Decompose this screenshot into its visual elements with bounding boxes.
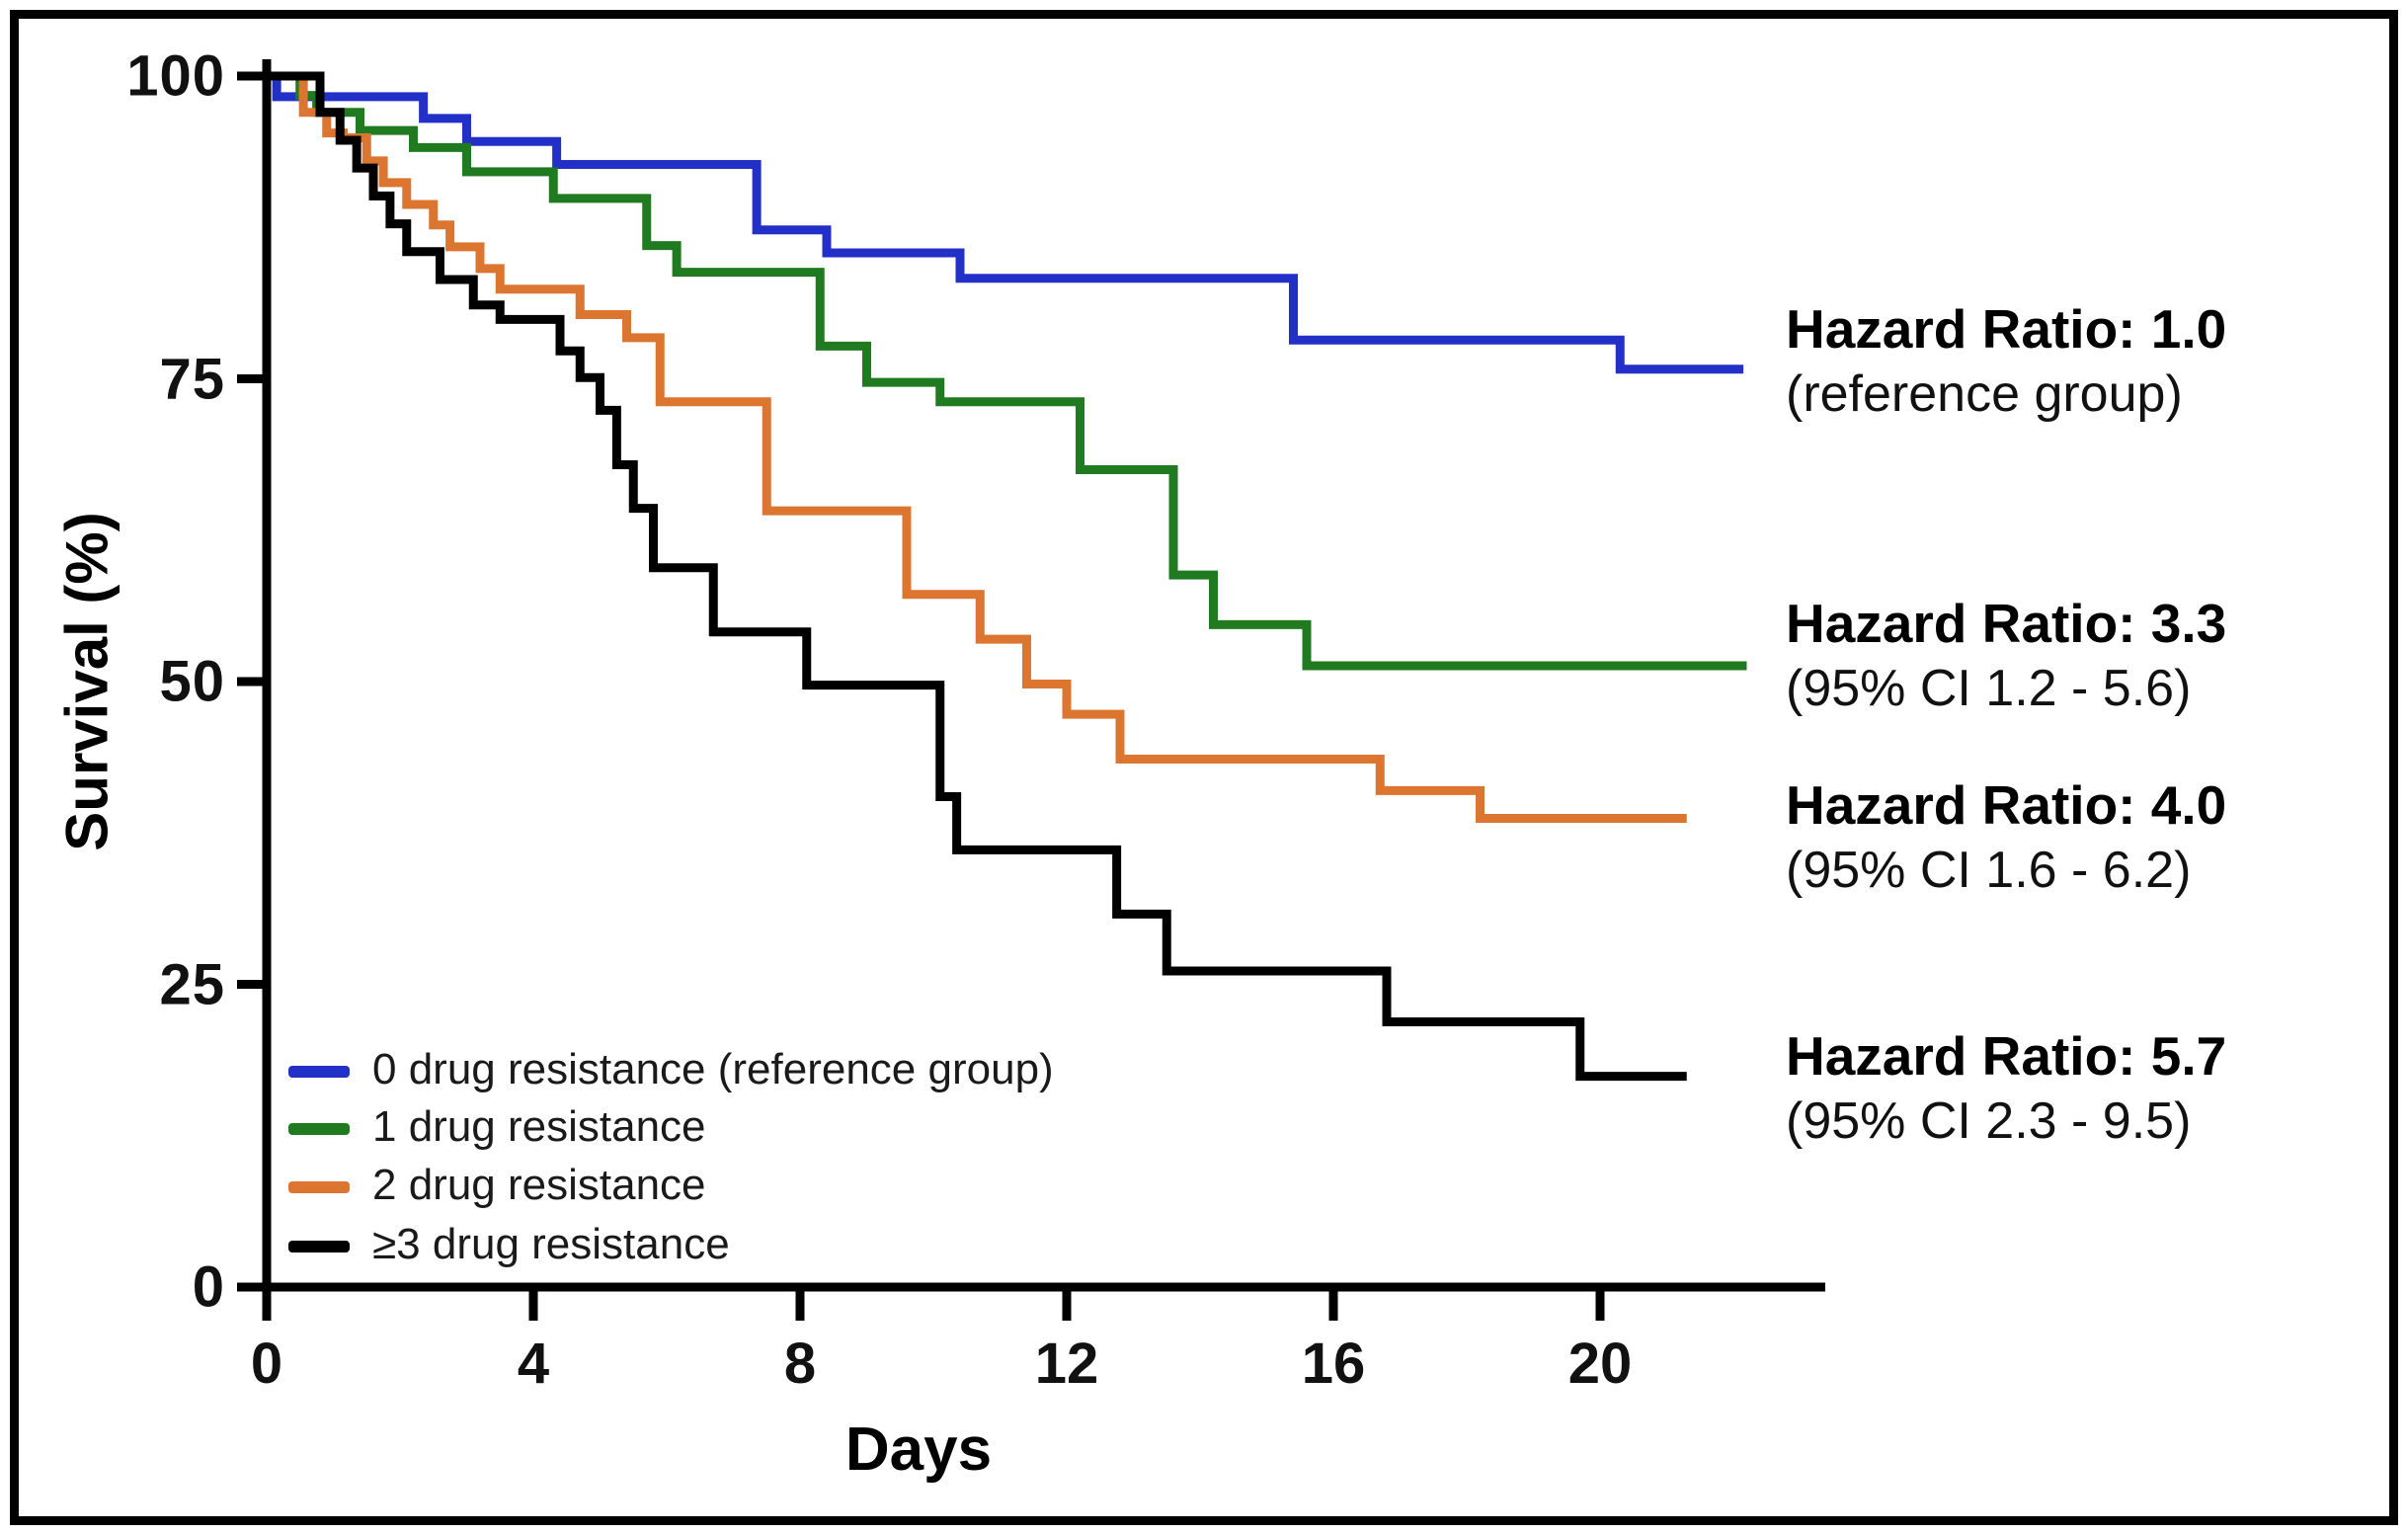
hazard-ratio-ci: (95% CI 1.2 - 5.6) xyxy=(1786,660,2192,717)
y-tick-label-0: 0 xyxy=(192,1254,225,1320)
y-tick-label-100: 100 xyxy=(126,43,225,109)
x-tick-label-0: 0 xyxy=(250,1332,283,1396)
hazard-ratio-value: Hazard Ratio: 3.3 xyxy=(1786,593,2227,654)
hazard-ratio-value: Hazard Ratio: 5.7 xyxy=(1786,1025,2227,1087)
y-tick-label-25: 25 xyxy=(159,952,225,1016)
legend-label: 2 drug resistance xyxy=(372,1161,706,1209)
x-tick-label-8: 8 xyxy=(783,1332,817,1396)
y-tick-label-75: 75 xyxy=(159,347,225,411)
hazard-ratio-annotation-1: Hazard Ratio: 1.0 (reference group) xyxy=(1786,296,2226,427)
survival-curve-green xyxy=(267,71,1747,671)
survival-curve-orange xyxy=(267,71,1687,824)
legend-label: 1 drug resistance xyxy=(372,1102,706,1151)
x-tick-label-4: 4 xyxy=(517,1332,550,1396)
legend-swatch-green xyxy=(288,1123,350,1135)
x-tick-label-20: 20 xyxy=(1567,1332,1633,1396)
chart-border xyxy=(10,10,2398,1525)
hazard-ratio-annotation-2: Hazard Ratio: 3.3 (95% CI 1.2 - 5.6) xyxy=(1786,591,2226,721)
hazard-ratio-annotation-4: Hazard Ratio: 5.7 (95% CI 2.3 - 9.5) xyxy=(1786,1023,2226,1154)
y-axis-title: Survival (%) xyxy=(53,512,120,851)
legend-swatch-black xyxy=(288,1241,350,1252)
hazard-ratio-ci: (95% CI 1.6 - 6.2) xyxy=(1786,842,2192,899)
x-tick-label-16: 16 xyxy=(1301,1332,1366,1396)
legend-label: ≥3 drug resistance xyxy=(372,1220,730,1268)
survival-curve-blue xyxy=(267,71,1744,374)
hazard-ratio-ci: (reference group) xyxy=(1786,365,2183,423)
legend-swatch-orange xyxy=(288,1181,350,1193)
hazard-ratio-annotation-3: Hazard Ratio: 4.0 (95% CI 1.6 - 6.2) xyxy=(1786,772,2226,903)
legend-swatch-blue xyxy=(288,1066,350,1078)
legend-label: 0 drug resistance (reference group) xyxy=(372,1045,1054,1093)
hazard-ratio-value: Hazard Ratio: 4.0 xyxy=(1786,774,2227,836)
x-tick-label-12: 12 xyxy=(1034,1332,1099,1396)
hazard-ratio-ci: (95% CI 2.3 - 9.5) xyxy=(1786,1092,2192,1150)
y-tick-label-50: 50 xyxy=(159,649,225,714)
x-axis-title: Days xyxy=(844,1415,993,1484)
survival-curve-black xyxy=(267,71,1687,1082)
hazard-ratio-value: Hazard Ratio: 1.0 xyxy=(1786,298,2227,360)
